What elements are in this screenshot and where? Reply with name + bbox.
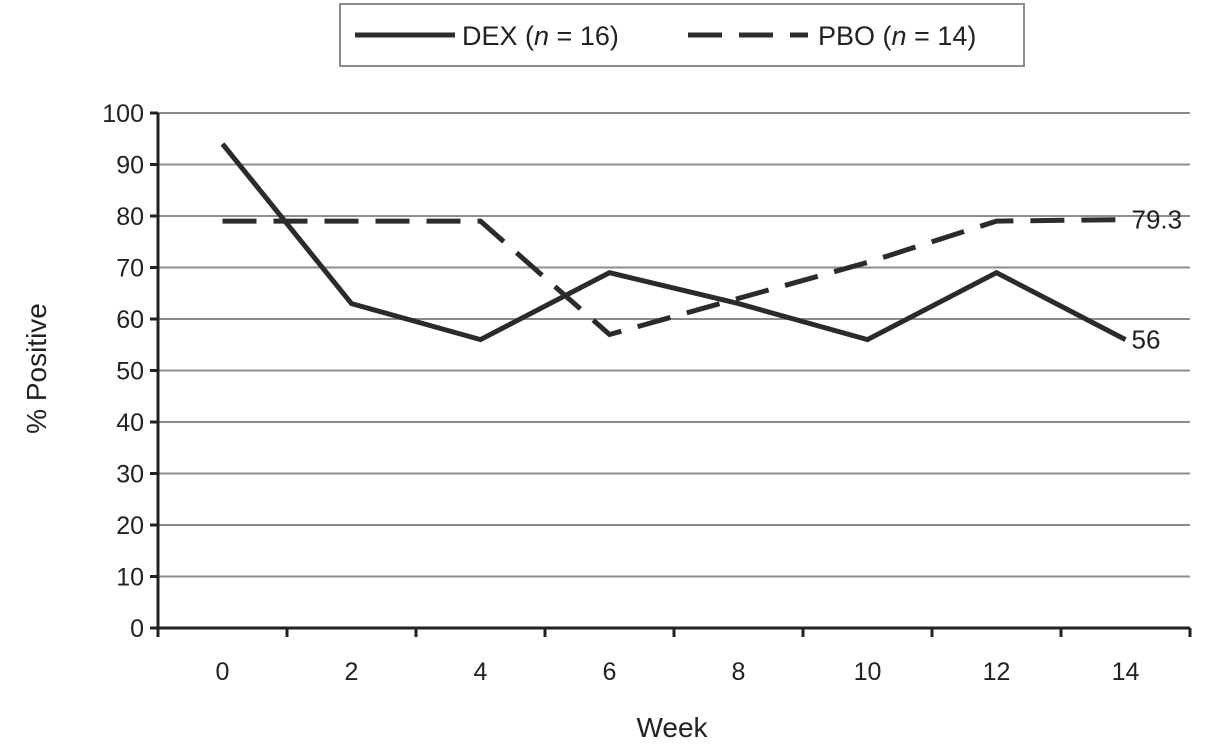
y-tick-label-10: 10 xyxy=(116,564,144,592)
data-point-0-7 xyxy=(1123,337,1128,342)
data-point-1-0 xyxy=(220,219,225,224)
data-point-0-4 xyxy=(736,301,741,306)
x-tick-label-4: 4 xyxy=(474,658,488,686)
data-point-1-2 xyxy=(478,219,483,224)
legend: DEX (n = 16) PBO (n = 14) xyxy=(339,3,1025,67)
data-point-0-5 xyxy=(865,337,870,342)
x-tick-label-2: 2 xyxy=(345,658,359,686)
x-tick-label-12: 12 xyxy=(983,658,1011,686)
x-tick-label-14: 14 xyxy=(1112,658,1140,686)
legend-label-1: PBO (n = 14) xyxy=(818,21,976,51)
y-tick-label-80: 80 xyxy=(116,203,144,231)
axes xyxy=(150,111,1192,637)
x-tick-label-0: 0 xyxy=(216,658,230,686)
data-point-0-0 xyxy=(220,141,225,146)
y-tick-label-70: 70 xyxy=(116,255,144,283)
data-point-0-1 xyxy=(349,301,354,306)
data-point-0-6 xyxy=(994,270,999,275)
data-point-1-5 xyxy=(865,260,870,265)
data-point-1-1 xyxy=(349,219,354,224)
y-axis-title: % Positive xyxy=(21,303,52,434)
x-tick-label-10: 10 xyxy=(854,658,882,686)
series-lines xyxy=(220,141,1128,343)
y-tick-label-30: 30 xyxy=(116,461,144,489)
y-tick-label-20: 20 xyxy=(116,512,144,540)
data-point-1-3 xyxy=(607,332,612,337)
axis-labels: 0 10 20 30 40 50 60 70 80 90 100 0 2 4 6 8 10 12 14 Week % P… xyxy=(21,100,1182,743)
data-point-0-2 xyxy=(478,337,483,342)
data-point-1-7 xyxy=(1123,217,1128,222)
y-tick-label-60: 60 xyxy=(116,306,144,334)
data-point-1-6 xyxy=(994,219,999,224)
x-tick-label-6: 6 xyxy=(603,658,617,686)
legend-label-0: DEX (n = 16) xyxy=(462,21,619,51)
x-axis-title: Week xyxy=(636,712,708,743)
series-line-0 xyxy=(220,142,1127,343)
y-tick-label-40: 40 xyxy=(116,409,144,437)
end-label-1: 79.3 xyxy=(1132,205,1183,235)
data-point-0-3 xyxy=(607,270,612,275)
y-tick-label-50: 50 xyxy=(116,358,144,386)
gridlines xyxy=(158,112,1190,578)
y-tick-label-0: 0 xyxy=(130,615,144,643)
y-tick-label-90: 90 xyxy=(116,152,144,180)
y-tick-label-100: 100 xyxy=(102,100,144,128)
x-tick-label-8: 8 xyxy=(732,658,746,686)
data-point-1-4 xyxy=(736,296,741,301)
end-label-0: 56 xyxy=(1132,325,1161,355)
